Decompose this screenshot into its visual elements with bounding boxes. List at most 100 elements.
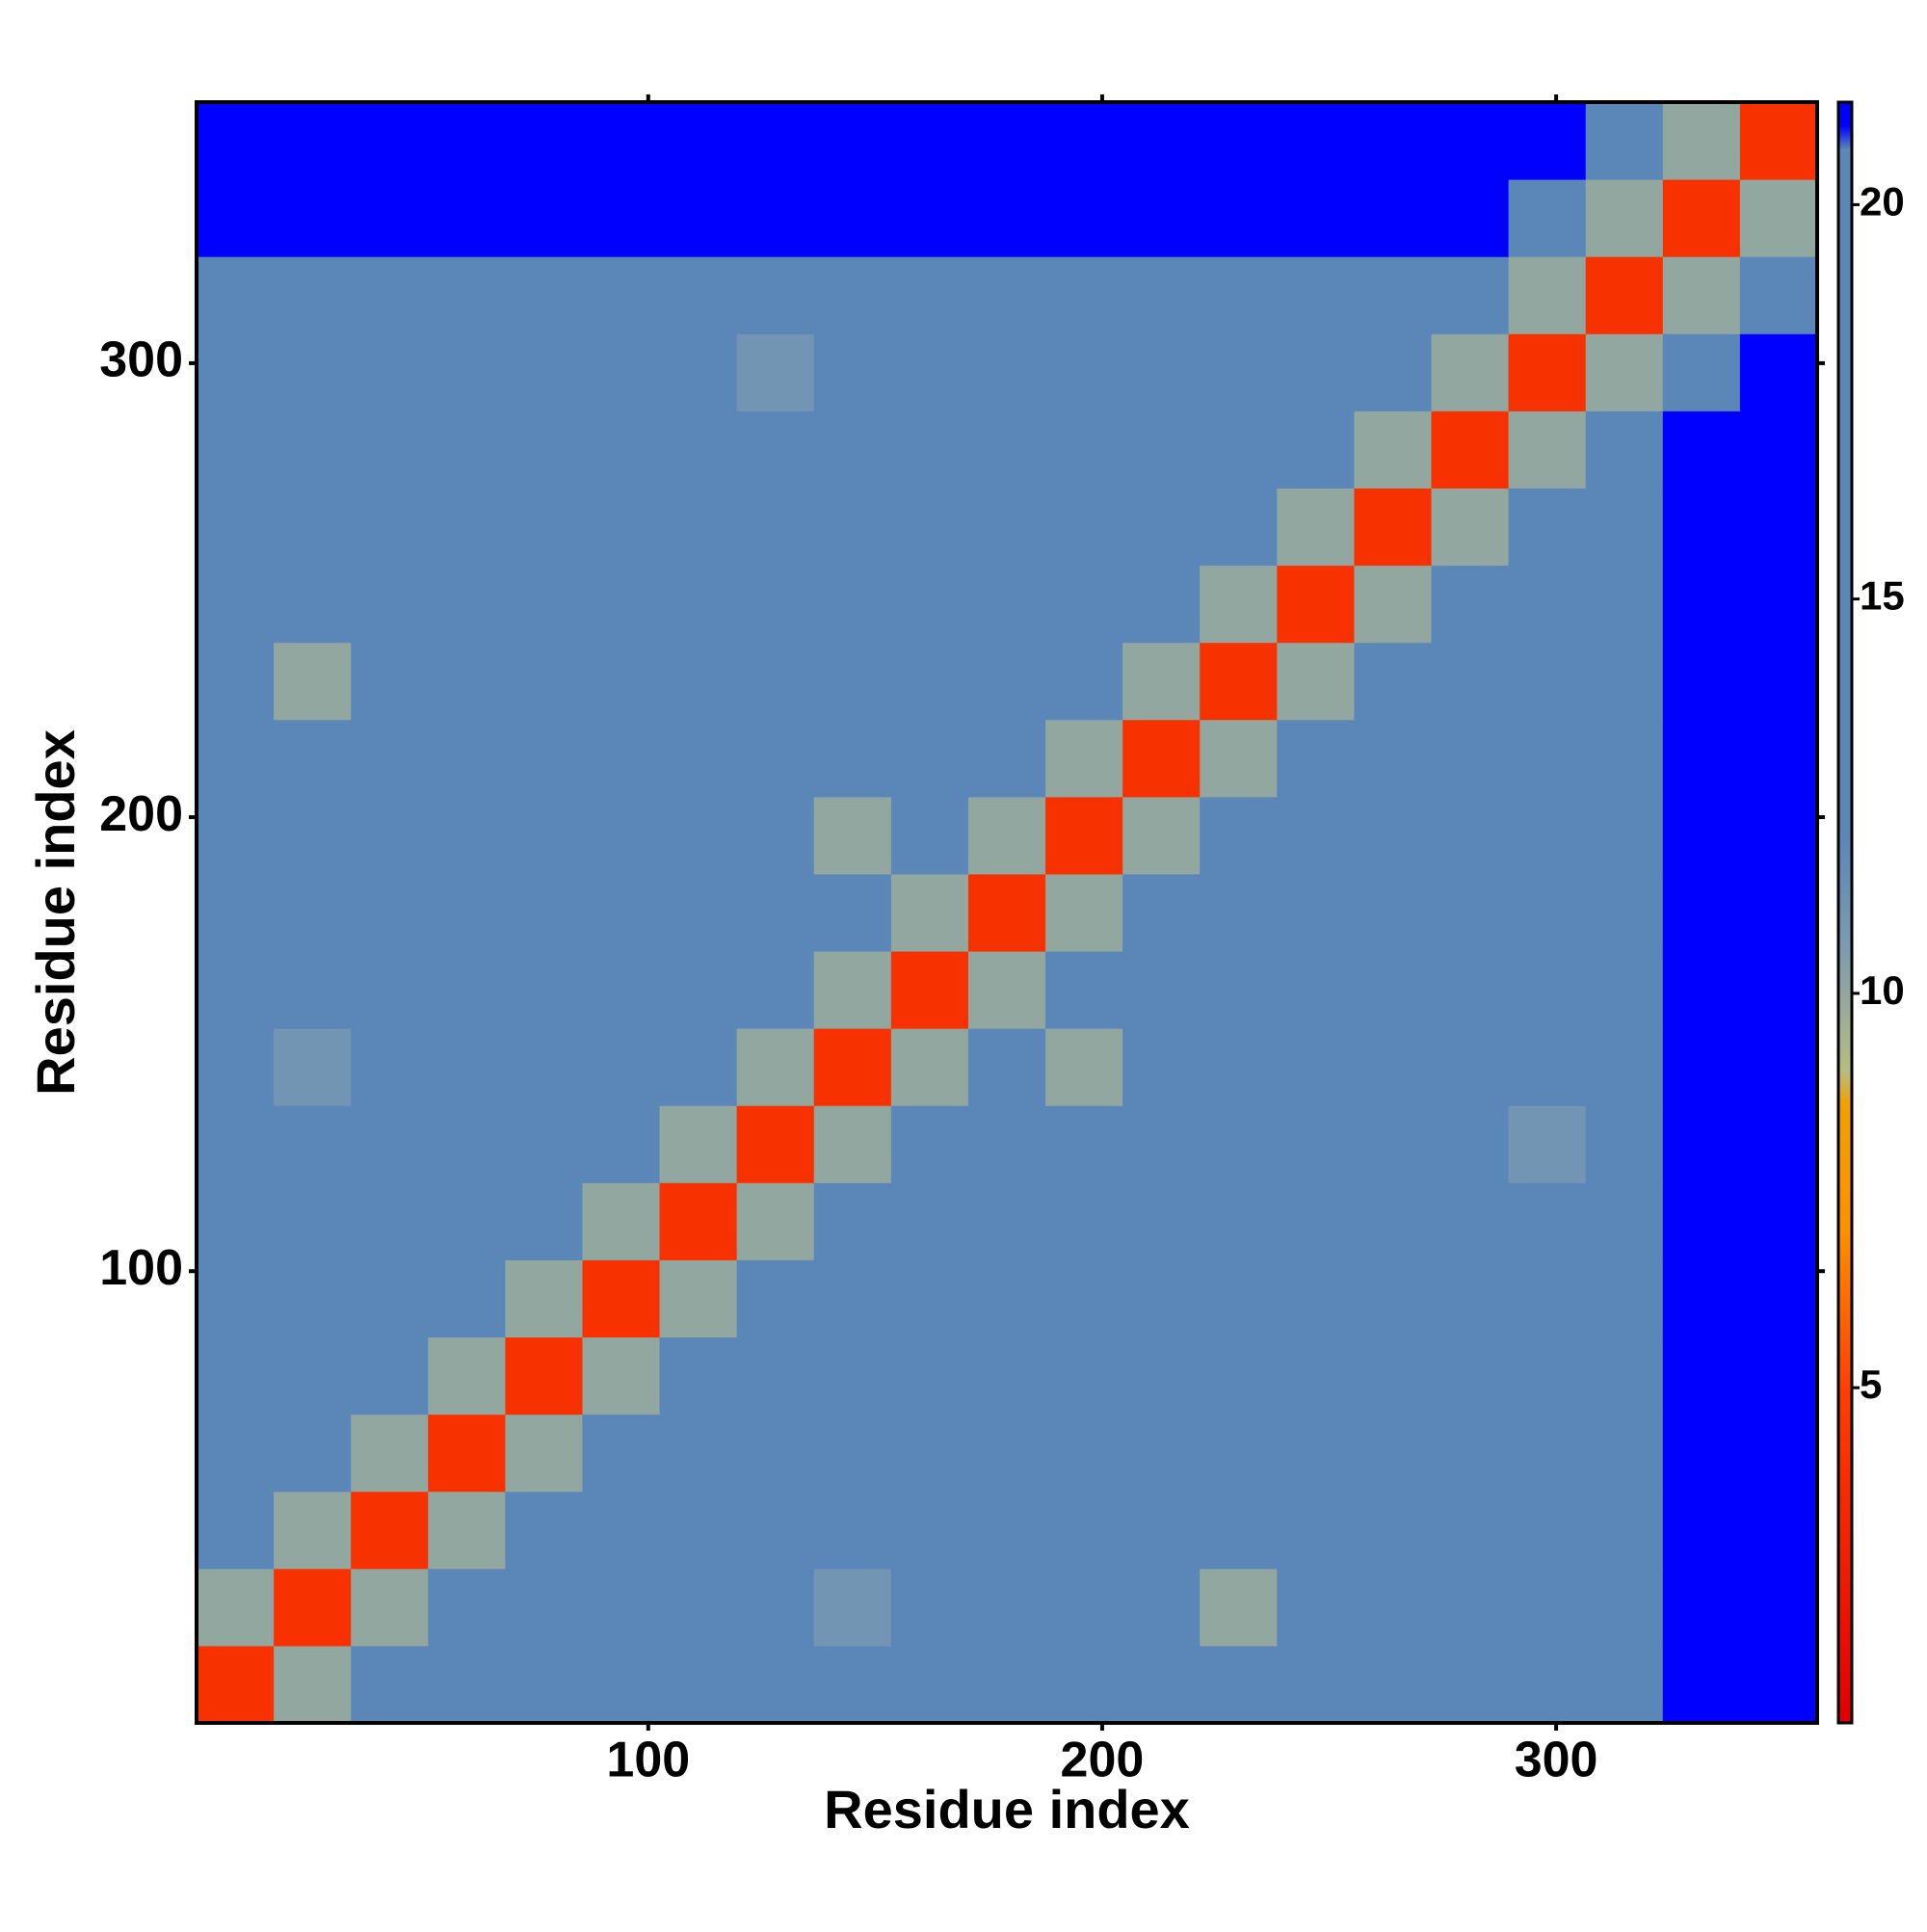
heatmap-cell [1662,642,1741,721]
heatmap-cell [1045,796,1123,875]
heatmap-cell [659,488,738,567]
heatmap-cell [890,1105,969,1183]
heatmap-cell [428,642,506,721]
heatmap-cell [505,1337,583,1416]
heatmap-cell [1585,873,1664,952]
heatmap-cell [1508,1105,1587,1183]
heatmap-cell [274,488,352,567]
heatmap-cell [1200,1414,1278,1493]
heatmap-cell [1585,1259,1664,1338]
heatmap-cell [1662,1337,1741,1416]
heatmap-cell [1277,951,1355,1029]
heatmap-cell [1508,951,1587,1029]
heatmap-cell [1200,256,1278,334]
heatmap-cell [813,410,892,489]
heatmap-cell [659,642,738,721]
heatmap-cell [1431,256,1510,334]
heatmap-cell [1662,333,1741,411]
heatmap-cell [582,796,661,875]
heatmap-cell [1045,1414,1123,1493]
heatmap-cell [736,1414,815,1493]
heatmap-cell [428,951,506,1029]
heatmap-cell [736,719,815,798]
heatmap-cell [1662,796,1741,875]
heatmap-cell [1277,1645,1355,1724]
heatmap-cell [1277,796,1355,875]
heatmap-cell [351,796,429,875]
heatmap-cell [1662,179,1741,257]
heatmap-cell [1045,333,1123,411]
heatmap-cell [736,256,815,334]
heatmap-cell [1508,565,1587,644]
heatmap-cell [1200,565,1278,644]
heatmap-cell [1354,488,1433,567]
heatmap-cell [1585,1028,1664,1106]
heatmap-cell [197,1568,275,1647]
heatmap-cell [1585,1414,1664,1493]
heatmap-cell [890,1259,969,1338]
heatmap-cell [1122,565,1201,644]
heatmap-cell [813,1182,892,1260]
heatmap-cell [1200,1568,1278,1647]
heatmap-cell [1122,1259,1201,1338]
heatmap-cell [1739,488,1818,567]
heatmap-cell [1585,1645,1664,1724]
heatmap-cell [582,719,661,798]
heatmap-cell [1739,410,1818,489]
heatmap-cell [428,1105,506,1183]
heatmap-cell [1200,951,1278,1029]
heatmap-cell [736,1568,815,1647]
heatmap-cell [428,565,506,644]
heatmap-cell [890,565,969,644]
colorbar-tick-label: 10 [1860,967,1905,1013]
heatmap-cell [1277,1105,1355,1183]
heatmap-cell [1045,1182,1123,1260]
x-tick-label: 100 [606,1733,690,1788]
heatmap-cell [659,410,738,489]
heatmap-cell [351,102,429,180]
x-tick-label: 200 [1061,1733,1145,1788]
heatmap-cell [1122,1028,1201,1106]
heatmap [197,102,1818,1724]
heatmap-cell [659,1645,738,1724]
heatmap-cell [1431,1259,1510,1338]
heatmap-cell [274,1568,352,1647]
heatmap-cell [428,1182,506,1260]
heatmap-cell [351,951,429,1029]
heatmap-cell [1277,102,1355,180]
heatmap-cell [1277,642,1355,721]
heatmap-cell [197,873,275,952]
heatmap-cell [1508,179,1587,257]
heatmap-cell [1122,1105,1201,1183]
heatmap-cell [1277,1028,1355,1106]
heatmap-cell [1354,102,1433,180]
heatmap-cell [736,1337,815,1416]
heatmap-cell [890,1337,969,1416]
heatmap-cell [197,642,275,721]
heatmap-cell [1200,1491,1278,1570]
heatmap-cell [967,1491,1046,1570]
heatmap-cell [428,1568,506,1647]
heatmap-cell [505,179,583,257]
heatmap-cell [1431,1337,1510,1416]
heatmap-cell [813,333,892,411]
heatmap-cell [1045,1028,1123,1106]
heatmap-cell [1431,410,1510,489]
heatmap-cell [197,1491,275,1570]
heatmap-cell [967,179,1046,257]
heatmap-cell [1122,256,1201,334]
heatmap-cell [1662,951,1741,1029]
heatmap-cell [736,1491,815,1570]
heatmap-cell [1045,951,1123,1029]
heatmap-cell [736,642,815,721]
heatmap-cell [428,410,506,489]
heatmap-cell [197,1028,275,1106]
heatmap-cell [582,1337,661,1416]
heatmap-cell [1585,565,1664,644]
heatmap-cell [1045,873,1123,952]
heatmap-cell [1662,719,1741,798]
heatmap-cell [274,1645,352,1724]
heatmap-cell [428,179,506,257]
heatmap-cell [351,1568,429,1647]
heatmap-cell [1431,1568,1510,1647]
